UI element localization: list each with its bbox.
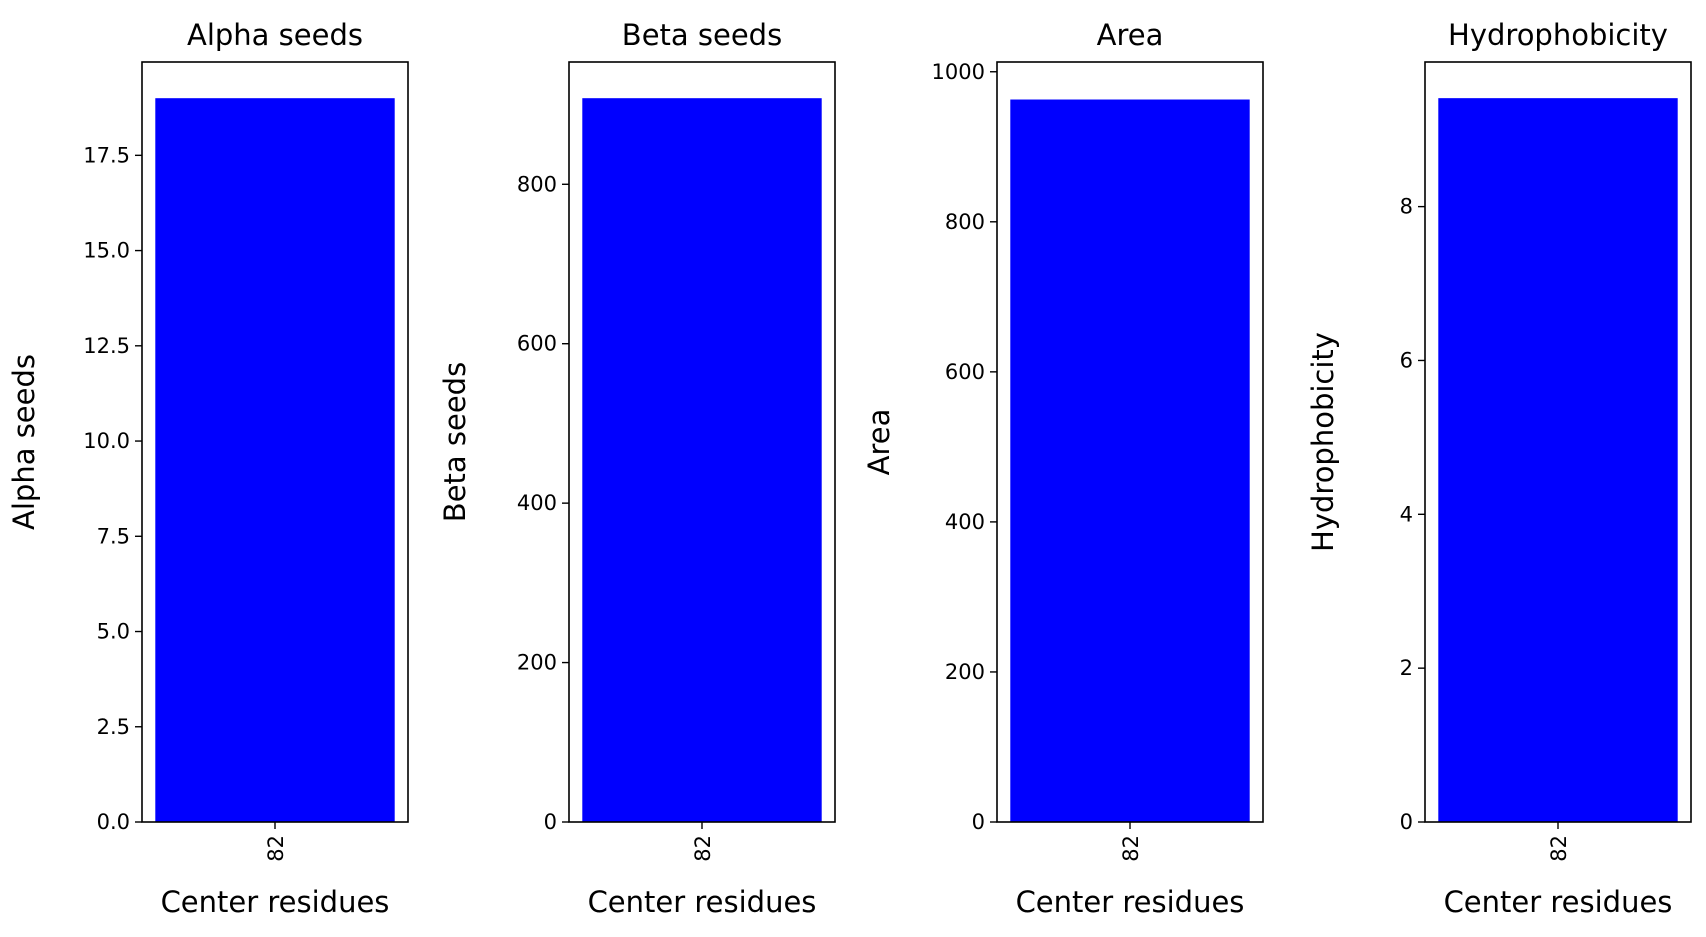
y-tick-label: 15.0 xyxy=(83,239,130,263)
y-tick-label: 4 xyxy=(1400,502,1413,526)
y-tick-label: 0 xyxy=(972,810,985,834)
panel-title: Beta seeds xyxy=(622,18,782,52)
chart-panel-1: 0.0 2.5 5.0 7.5 10.0 12.5 15.0 17.5 82 Alpha seed… xyxy=(7,18,409,919)
bar xyxy=(1010,99,1250,823)
y-tick-label: 7.5 xyxy=(97,524,130,548)
x-tick-label: 82 xyxy=(1119,835,1143,862)
y-tick-label: 10.0 xyxy=(83,429,130,453)
y-tick-label: 2.5 xyxy=(97,715,130,739)
panel-title: Area xyxy=(1097,18,1164,52)
y-tick-label: 17.5 xyxy=(83,143,130,167)
y-tick-label: 600 xyxy=(945,360,985,384)
y-tick-label: 6 xyxy=(1400,348,1413,372)
y-tick-label: 200 xyxy=(945,660,985,684)
chart-panel-3: 0 200 400 600 800 1000 82 Area Center residues Ar… xyxy=(862,18,1264,919)
y-axis-label: Beta seeds xyxy=(438,362,472,522)
chart-panel-4: 0 2 4 6 8 82 Hydrophobicity Center residues Hydr… xyxy=(1306,18,1692,919)
x-axis-label: Center residues xyxy=(1444,885,1673,919)
bar xyxy=(582,98,822,822)
panel-title: Hydrophobicity xyxy=(1448,18,1668,52)
y-tick-label: 400 xyxy=(945,510,985,534)
y-axis-label: Alpha seeds xyxy=(7,354,41,530)
x-tick-label: 82 xyxy=(264,835,288,862)
y-tick-label: 800 xyxy=(945,210,985,234)
y-tick-label: 5.0 xyxy=(97,620,130,644)
y-tick-label: 0 xyxy=(1400,810,1413,834)
x-axis-label: Center residues xyxy=(1016,885,1245,919)
y-axis-label: Area xyxy=(862,409,896,476)
x-axis-label: Center residues xyxy=(588,885,817,919)
chart-panel-2: 0 200 400 600 800 82 Beta seeds Center residues… xyxy=(438,18,836,919)
y-axis-label: Hydrophobicity xyxy=(1306,332,1340,552)
y-tick-label: 2 xyxy=(1400,656,1413,680)
y-tick-label: 800 xyxy=(517,172,557,196)
x-axis-label: Center residues xyxy=(161,885,390,919)
y-tick-label: 200 xyxy=(517,651,557,675)
x-tick-label: 82 xyxy=(691,835,715,862)
y-tick-label: 12.5 xyxy=(83,334,130,358)
y-tick-label: 400 xyxy=(517,491,557,515)
y-tick-label: 1000 xyxy=(932,60,985,84)
x-tick-label: 82 xyxy=(1547,835,1571,862)
y-tick-label: 0 xyxy=(544,810,557,834)
y-tick-label: 8 xyxy=(1400,195,1413,219)
bar xyxy=(155,98,395,822)
bar xyxy=(1438,98,1678,822)
y-tick-label: 600 xyxy=(517,332,557,356)
panel-title: Alpha seeds xyxy=(187,18,363,52)
y-tick-label: 0.0 xyxy=(97,810,130,834)
